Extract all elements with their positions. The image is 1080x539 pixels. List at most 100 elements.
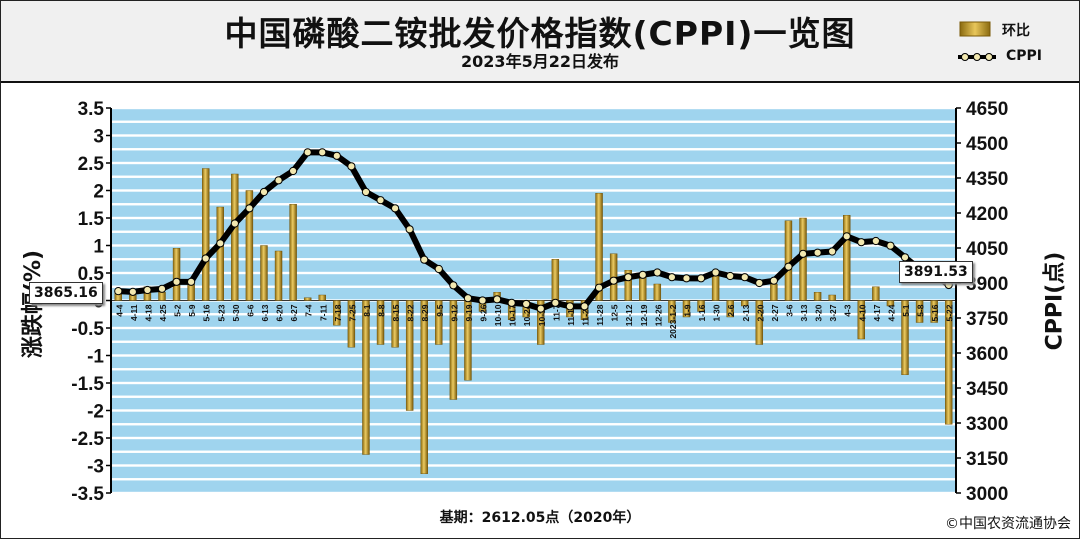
grid-band	[111, 219, 956, 231]
cppi-point	[871, 236, 880, 246]
category-label: 6-20	[275, 304, 285, 321]
cppi-point	[434, 264, 443, 274]
category-label: 11-7	[551, 304, 561, 321]
bar	[449, 300, 458, 400]
bar	[172, 248, 181, 301]
cppi-point	[696, 274, 706, 283]
right-tick-label: 3000	[966, 484, 1008, 505]
left-tick-label: -0.5	[71, 319, 104, 340]
cppi-point	[813, 248, 822, 257]
bar	[405, 300, 414, 411]
grid-band	[111, 109, 956, 121]
category-label: 4-25	[158, 304, 168, 321]
cppi-point	[201, 254, 210, 263]
bar	[391, 300, 399, 348]
bar	[901, 300, 909, 375]
category-label: 11-28	[595, 304, 605, 326]
cppi-point	[420, 255, 429, 264]
bar	[711, 272, 720, 301]
cppi-point	[857, 238, 866, 247]
left-tick-label: 3	[93, 127, 104, 148]
category-label: 11-21	[580, 304, 590, 326]
bar	[201, 168, 210, 301]
category-label: 9-12	[449, 304, 459, 321]
cppi-point	[798, 249, 808, 258]
right-axis-label: CPPI(点)	[1042, 251, 1068, 351]
category-label: 9-26	[479, 304, 489, 321]
left-tick-label: 1.5	[78, 209, 105, 230]
cppi-point	[478, 296, 487, 305]
bar	[741, 300, 749, 307]
bar	[260, 245, 268, 301]
bar	[624, 270, 632, 301]
cppi-point	[259, 187, 269, 197]
bar	[216, 206, 224, 301]
grid-band	[111, 260, 956, 272]
bar	[245, 190, 254, 301]
cppi-point	[886, 241, 895, 250]
category-label: 4-10	[857, 304, 867, 321]
grid-band	[111, 480, 956, 492]
left-tick-label: -1.5	[71, 374, 104, 395]
cppi-point	[172, 277, 181, 286]
grid-band	[111, 205, 956, 217]
legend-bar-label: 环比	[1002, 23, 1030, 39]
category-label: 6-13	[260, 304, 270, 321]
left-tick-label: -2.5	[71, 429, 104, 450]
bar	[915, 300, 924, 323]
grid-band	[111, 329, 956, 341]
bar	[726, 300, 734, 318]
cppi-point	[216, 239, 225, 248]
bar	[595, 193, 603, 301]
bar	[668, 300, 676, 323]
bar	[828, 294, 836, 301]
category-label: 7-11	[318, 304, 328, 321]
cppi-point	[667, 273, 677, 282]
category-label: 4-17	[872, 304, 882, 321]
cppi-point	[318, 148, 327, 157]
category-label: 7-4	[304, 304, 314, 317]
bar	[158, 292, 166, 301]
category-label: 5-16	[930, 304, 940, 321]
chart-subtitle: 2023年5月22日发布	[461, 52, 619, 71]
cppi-point	[711, 268, 720, 277]
grid-band	[111, 452, 956, 465]
cppi-point	[492, 295, 502, 304]
cppi-point	[187, 277, 196, 286]
left-tick-label: 1	[93, 237, 104, 258]
bar	[318, 294, 326, 301]
bar	[682, 300, 691, 318]
category-label: 5-2	[173, 304, 183, 317]
bar	[289, 204, 297, 301]
bar	[930, 300, 938, 323]
left-tick-label: -3	[87, 457, 104, 478]
grid-band	[111, 150, 956, 162]
chart-plot: 3.532.521.510.50-0.5-1-1.5-2-2.5-3-3.546…	[71, 99, 1008, 505]
category-label: 6-6	[245, 304, 255, 317]
category-label: 10-24	[522, 304, 532, 326]
right-tick-label: 3450	[966, 379, 1008, 400]
category-label: 4-3	[843, 304, 853, 317]
category-label: 10-17	[508, 304, 518, 326]
bar	[435, 300, 443, 345]
cppi-point	[274, 176, 283, 185]
category-label: 5-30	[231, 304, 241, 321]
cppi-point	[405, 225, 414, 234]
cppi-point	[230, 219, 239, 228]
right-tick-label: 4350	[966, 169, 1008, 190]
bar	[274, 250, 283, 301]
right-tick-label: 4200	[966, 204, 1008, 225]
grid-band	[111, 164, 956, 176]
grid-band	[111, 232, 956, 245]
category-label: 12-5	[610, 304, 620, 321]
legend-bar-swatch	[959, 21, 991, 37]
cppi-point	[726, 271, 735, 281]
bar	[303, 297, 312, 301]
category-label: 2-27	[770, 304, 780, 321]
grid-band	[111, 177, 956, 190]
cppi-point	[376, 196, 385, 205]
cppi-point	[463, 294, 473, 303]
bar	[376, 300, 385, 345]
cppi-point	[347, 162, 356, 171]
category-label: 4-18	[143, 304, 153, 321]
